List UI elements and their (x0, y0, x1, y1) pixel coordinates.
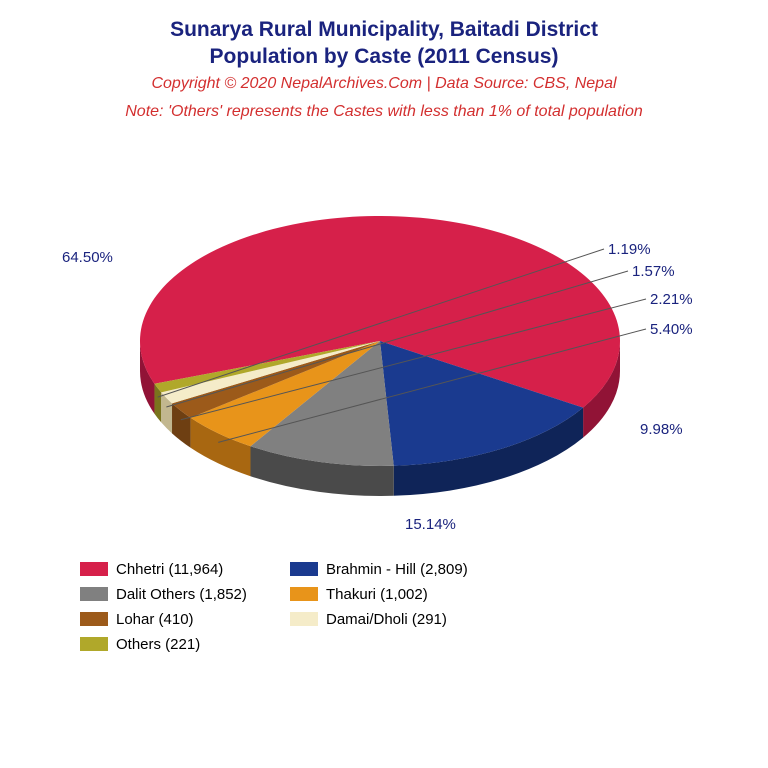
legend-swatch (80, 637, 108, 651)
pie-svg (0, 131, 768, 551)
pct-label: 9.98% (640, 421, 683, 438)
title-line-2: Population by Caste (2011 Census) (0, 43, 768, 70)
legend-swatch (290, 562, 318, 576)
legend-label: Others (221) (116, 636, 200, 653)
pct-label: 15.14% (405, 516, 456, 533)
legend-item: Lohar (410) (80, 611, 270, 628)
legend-swatch (80, 562, 108, 576)
note-text: Note: 'Others' represents the Castes wit… (0, 103, 768, 121)
legend-item: Damai/Dholi (291) (290, 611, 480, 628)
title-block: Sunarya Rural Municipality, Baitadi Dist… (0, 0, 768, 121)
copyright-text: Copyright © 2020 NepalArchives.Com | Dat… (0, 75, 768, 93)
legend-item: Brahmin - Hill (2,809) (290, 561, 480, 578)
legend-label: Chhetri (11,964) (116, 561, 223, 578)
legend-label: Damai/Dholi (291) (326, 611, 447, 628)
legend-label: Brahmin - Hill (2,809) (326, 561, 468, 578)
pct-label: 5.40% (650, 321, 693, 338)
legend: Chhetri (11,964) Brahmin - Hill (2,809) Da… (0, 551, 768, 653)
legend-label: Dalit Others (1,852) (116, 586, 247, 603)
title-line-1: Sunarya Rural Municipality, Baitadi Dist… (0, 16, 768, 43)
legend-label: Lohar (410) (116, 611, 194, 628)
legend-swatch (80, 612, 108, 626)
legend-item: Thakuri (1,002) (290, 586, 480, 603)
pct-label: 1.19% (608, 241, 651, 258)
legend-swatch (80, 587, 108, 601)
legend-swatch (290, 612, 318, 626)
legend-item: Chhetri (11,964) (80, 561, 270, 578)
legend-label: Thakuri (1,002) (326, 586, 428, 603)
pie-chart: 64.50% 15.14% 9.98% 5.40% 2.21% 1.57% 1.19% (0, 131, 768, 551)
legend-item: Others (221) (80, 636, 270, 653)
pct-label: 1.57% (632, 263, 675, 280)
pct-label: 2.21% (650, 291, 693, 308)
legend-swatch (290, 587, 318, 601)
pct-label: 64.50% (62, 249, 113, 266)
legend-item: Dalit Others (1,852) (80, 586, 270, 603)
